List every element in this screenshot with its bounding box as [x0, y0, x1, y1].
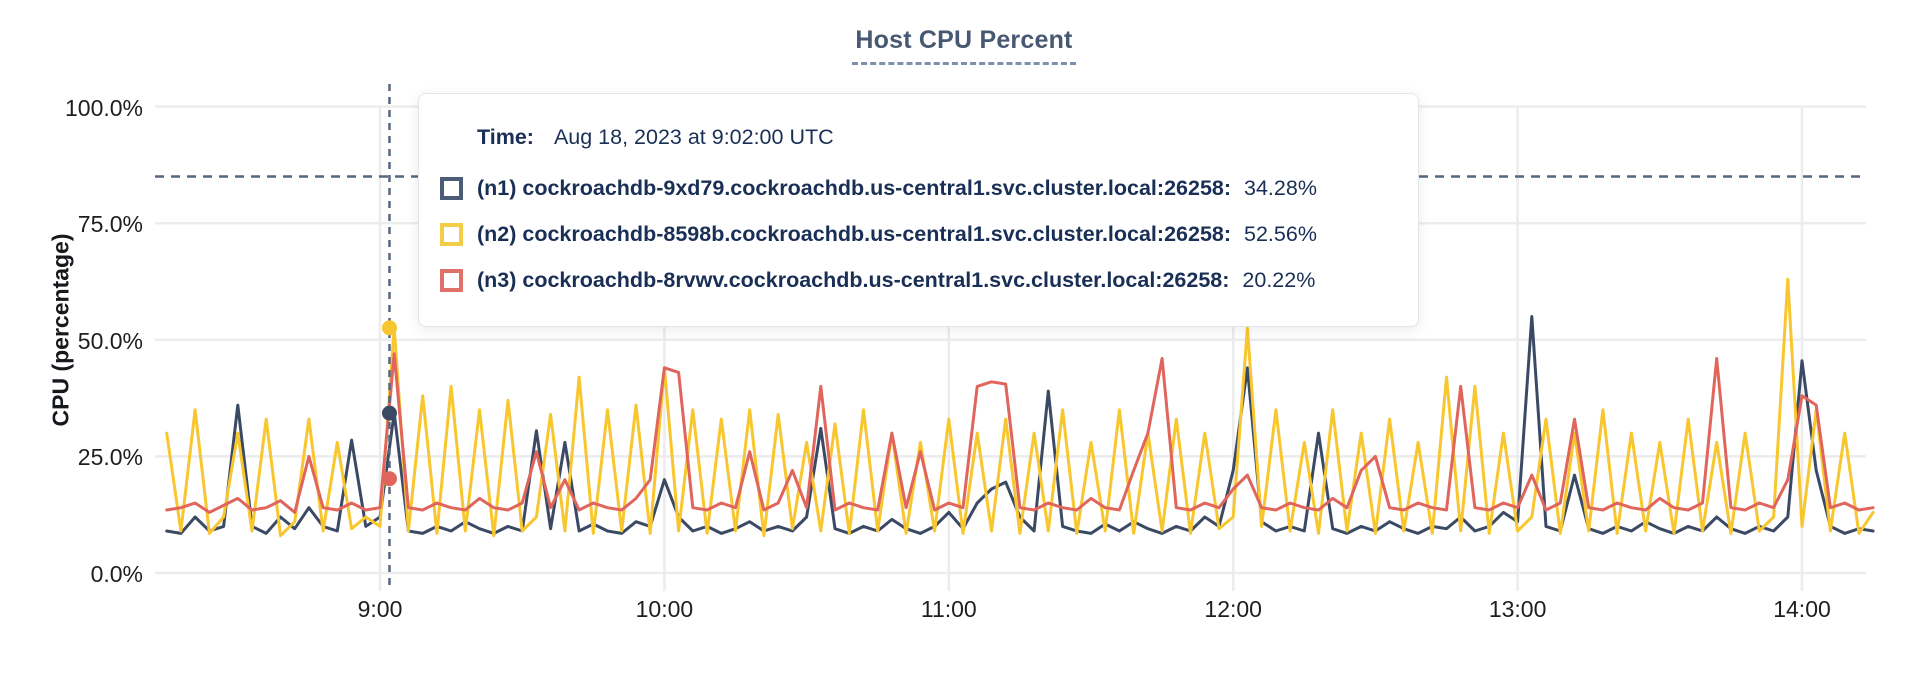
y-tick-label: 100.0% — [64, 94, 143, 121]
n2-series-value: 52.56% — [1244, 222, 1317, 246]
x-tick-label: 9:00 — [357, 596, 403, 622]
series-line-n2 — [165, 277, 1875, 538]
tooltip-series-row: (n1) cockroachdb-9xd79.cockroachdb.us-ce… — [440, 176, 1392, 201]
x-tick-label: 13:00 — [1488, 596, 1547, 622]
tooltip-time-value: Aug 18, 2023 at 9:02:00 UTC — [553, 125, 834, 149]
hover-tooltip: Time: Aug 18, 2023 at 9:02:00 UTC (n1) c… — [418, 93, 1419, 327]
n3-series-value: 20.22% — [1242, 268, 1316, 292]
x-tick-label: 11:00 — [920, 596, 977, 622]
n2-series-label: (n2) cockroachdb-8598b.cockroachdb.us-ce… — [477, 222, 1232, 246]
tooltip-time-label: Time: — [477, 125, 534, 149]
hover-dot-n1 — [381, 405, 397, 421]
x-tick-label: 12:00 — [1204, 596, 1262, 622]
y-tick-label: 0.0% — [90, 561, 143, 587]
n3-series-label: (n3) cockroachdb-8rvwv.cockroachdb.us-ce… — [477, 268, 1230, 292]
y-tick-label: 25.0% — [77, 444, 143, 471]
chart-header: Host CPU Percent — [0, 26, 1928, 65]
series-line-n3 — [165, 352, 1875, 514]
x-tick-label: 10:00 — [635, 596, 694, 622]
tooltip-series-row: (n3) cockroachdb-8rvwv.cockroachdb.us-ce… — [440, 268, 1392, 293]
n1-series-value: 34.28% — [1244, 176, 1317, 200]
tooltip-time-row: Time: Aug 18, 2023 at 9:02:00 UTC — [477, 125, 1392, 150]
page-title: Host CPU Percent — [852, 26, 1076, 65]
n1-series-swatch — [440, 177, 463, 200]
n1-series-label: (n1) cockroachdb-9xd79.cockroachdb.us-ce… — [477, 176, 1232, 200]
n2-series-swatch — [440, 223, 463, 246]
tooltip-series-row: (n2) cockroachdb-8598b.cockroachdb.us-ce… — [440, 222, 1392, 247]
y-tick-label: 50.0% — [77, 327, 143, 354]
y-tick-label: 75.0% — [77, 211, 143, 238]
n3-series-swatch — [440, 269, 463, 292]
x-tick-label: 14:00 — [1773, 596, 1831, 622]
hover-dot-n2 — [381, 320, 397, 336]
hover-dot-n3 — [381, 471, 397, 487]
